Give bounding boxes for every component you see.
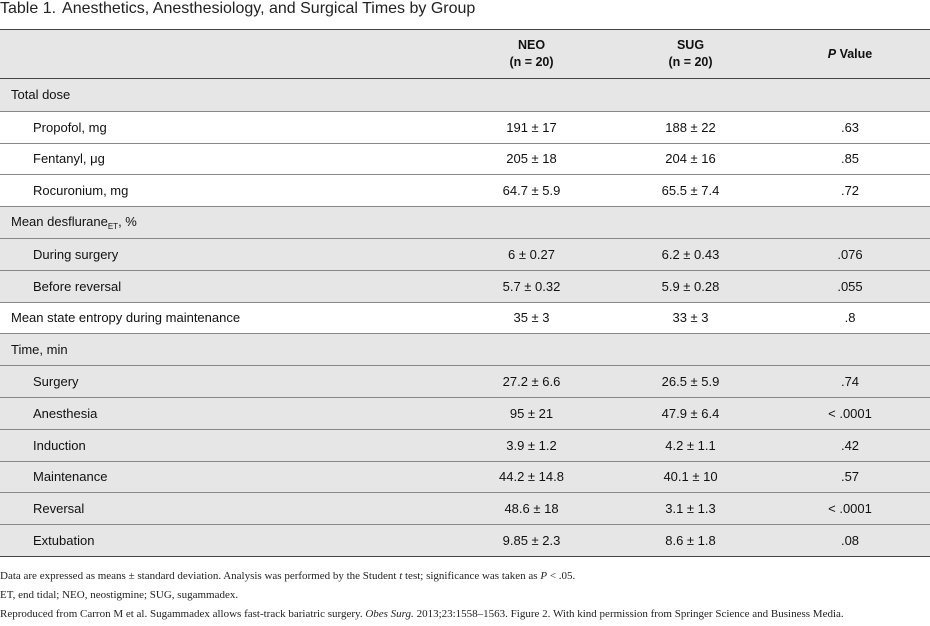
footnote-text: 2013;23:1558–1563. Figure 2. With kind p… bbox=[413, 608, 844, 620]
row-label: Propofol, mg bbox=[33, 119, 107, 135]
row-label: Rocuronium, mg bbox=[33, 183, 129, 199]
row-label-text: , % bbox=[118, 214, 137, 230]
table-row: Fentanyl, μg 205 ± 18 204 ± 16 .85 bbox=[0, 142, 930, 175]
footnote-text: P bbox=[540, 570, 548, 582]
footnote: Data are expressed as means ± standard d… bbox=[0, 569, 844, 588]
cell: 48.6 ± 18 bbox=[504, 501, 559, 517]
row-label: Maintenance bbox=[33, 469, 108, 485]
cell: 188 ± 22 bbox=[665, 119, 716, 135]
header-text: (n = 20) bbox=[509, 55, 554, 69]
row-label: Mean state entropy during maintenance bbox=[11, 310, 241, 326]
cell: 9.85 ± 2.3 bbox=[502, 533, 561, 549]
row-label: Time, min bbox=[11, 342, 68, 358]
row-label-subscript: ET bbox=[107, 222, 119, 232]
footnote-text: t bbox=[399, 570, 403, 582]
cell: 47.9 ± 6.4 bbox=[661, 405, 720, 421]
row-label: Mean desfluraneET, % bbox=[0, 214, 452, 231]
cell: 26.5 ± 5.9 bbox=[661, 374, 720, 390]
cell: 204 ± 16 bbox=[665, 151, 716, 167]
footnote: Reproduced from Carron M et al. Sugammad… bbox=[0, 607, 844, 626]
header-cell: P Value bbox=[770, 46, 930, 63]
row-label: Fentanyl, μg bbox=[33, 151, 105, 167]
cell: 191 ± 17 bbox=[506, 119, 557, 135]
cell: .8 bbox=[844, 310, 856, 326]
cell: 6 ± 0.27 bbox=[508, 246, 555, 262]
header-text: P Value bbox=[770, 46, 930, 63]
header-text: NEO bbox=[517, 38, 546, 52]
cell: 27.2 ± 6.6 bbox=[502, 374, 561, 390]
table-row: Propofol, mg 191 ± 17 188 ± 22 .63 bbox=[0, 110, 930, 143]
header-text: (n = 20) bbox=[668, 55, 713, 69]
row-label: Before reversal bbox=[33, 278, 122, 294]
header-text-italic: P bbox=[827, 46, 837, 61]
table-row: Total dose bbox=[0, 79, 930, 111]
table-row: Rocuronium, mg 64.7 ± 5.9 65.5 ± 7.4 .72 bbox=[0, 174, 930, 206]
cell: .74 bbox=[840, 374, 860, 390]
cell: .055 bbox=[837, 278, 863, 294]
row-label: Anesthesia bbox=[33, 405, 98, 421]
row-label: Induction bbox=[33, 437, 86, 453]
table-row: Mean desfluraneET, % bbox=[0, 206, 930, 238]
cell: 4.2 ± 1.1 bbox=[665, 437, 716, 453]
cell: .42 bbox=[840, 437, 860, 453]
table-row: Extubation 9.85 ± 2.3 8.6 ± 1.8 .08 bbox=[0, 524, 930, 556]
header-cell: NEO (n = 20) bbox=[452, 37, 611, 71]
cell: 205 ± 18 bbox=[506, 151, 557, 167]
caption: Table 1. Anesthetics, Anesthesiology, and… bbox=[0, 0, 475, 18]
header-text: SUG bbox=[676, 38, 705, 52]
table-row: Maintenance 44.2 ± 14.8 40.1 ± 10 .57 bbox=[0, 460, 930, 493]
cell: 95 ± 21 bbox=[509, 405, 554, 421]
row-label: Reversal bbox=[33, 501, 85, 517]
cell: .08 bbox=[840, 533, 860, 549]
caption-label: Table 1. bbox=[0, 0, 57, 17]
cell: .57 bbox=[840, 469, 860, 485]
cell: 3.9 ± 1.2 bbox=[506, 437, 557, 453]
table-row: Mean state entropy during maintenance 35 … bbox=[0, 301, 930, 334]
table: NEO (n = 20) SUG (n = 20) P Value Total dose P… bbox=[0, 29, 930, 557]
table-row: During surgery 6 ± 0.27 6.2 ± 0.43 .076 bbox=[0, 237, 930, 270]
row-label-text: Mean desflurane bbox=[11, 214, 108, 230]
table-row: Induction 3.9 ± 1.2 4.2 ± 1.1 .42 bbox=[0, 428, 930, 461]
cell: .85 bbox=[840, 151, 860, 167]
footnote-text: Obes Surg. bbox=[365, 608, 414, 620]
cell: 6.2 ± 0.43 bbox=[661, 246, 720, 262]
cell: 5.7 ± 0.32 bbox=[502, 278, 561, 294]
table-row: Anesthesia 95 ± 21 47.9 ± 6.4 < .0001 bbox=[0, 396, 930, 429]
footnote-text: Data are expressed as means ± standard d… bbox=[0, 570, 400, 582]
footnote-text: test; significance was taken as bbox=[402, 570, 541, 582]
header-row: NEO (n = 20) SUG (n = 20) P Value bbox=[0, 30, 930, 79]
cell: 64.7 ± 5.9 bbox=[502, 183, 561, 199]
cell: .63 bbox=[840, 119, 860, 135]
footnote: ET, end tidal; NEO, neostigmine; SUG, su… bbox=[0, 588, 844, 607]
row-label: Total dose bbox=[11, 87, 71, 103]
row-label: Surgery bbox=[33, 374, 79, 390]
table-row: Surgery 27.2 ± 6.6 26.5 ± 5.9 .74 bbox=[0, 365, 930, 397]
cell: .72 bbox=[840, 183, 860, 199]
cell: 8.6 ± 1.8 bbox=[665, 533, 716, 549]
row-label: Extubation bbox=[33, 533, 95, 549]
cell: 40.1 ± 10 bbox=[663, 469, 718, 485]
cell: 35 ± 3 bbox=[513, 310, 550, 326]
cell: 65.5 ± 7.4 bbox=[661, 183, 720, 199]
cell: < .0001 bbox=[828, 501, 872, 517]
footnotes: Data are expressed as means ± standard d… bbox=[0, 569, 844, 626]
footnote-text: ET, end tidal; NEO, neostigmine; SUG, su… bbox=[0, 589, 239, 601]
row-label: During surgery bbox=[33, 246, 119, 262]
footnote-text: < .05. bbox=[547, 570, 576, 582]
table-row: Reversal 48.6 ± 18 3.1 ± 1.3 < .0001 bbox=[0, 492, 930, 525]
cell: 3.1 ± 1.3 bbox=[665, 501, 716, 517]
cell: 33 ± 3 bbox=[672, 310, 709, 326]
table-row: Before reversal 5.7 ± 0.32 5.9 ± 0.28 .055 bbox=[0, 269, 930, 302]
cell: < .0001 bbox=[828, 405, 872, 421]
cell: .076 bbox=[837, 246, 863, 262]
cell: 44.2 ± 14.8 bbox=[499, 469, 564, 485]
cell: 5.9 ± 0.28 bbox=[661, 278, 720, 294]
table-row: Time, min bbox=[0, 333, 930, 366]
header-text: Value bbox=[836, 46, 873, 61]
header-cell: SUG (n = 20) bbox=[611, 37, 770, 71]
caption-title: Anesthetics, Anesthesiology, and Surgica… bbox=[62, 0, 476, 17]
footnote-text: Reproduced from Carron M et al. Sugammad… bbox=[0, 608, 366, 620]
